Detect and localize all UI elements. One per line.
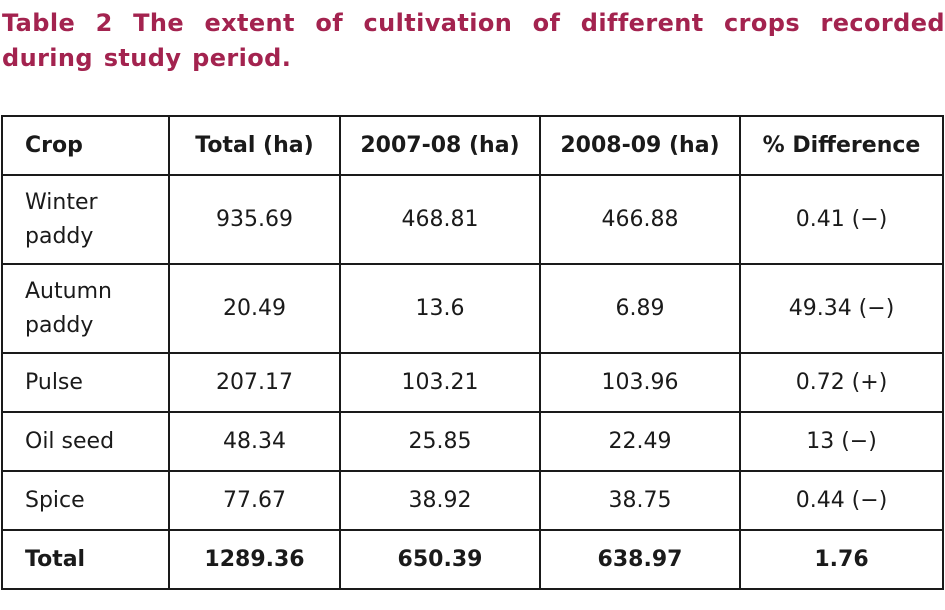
value-2007-08-cell: 13.6 [339, 263, 541, 354]
table-caption: Table 2 The extent of cultivation of dif… [2, 9, 945, 72]
column-header-crop: Crop [1, 115, 170, 176]
value-2008-09-cell: 638.97 [539, 529, 741, 590]
crop-name-cell: Oil seed [1, 411, 170, 472]
crop-cultivation-table: Crop Total (ha) 2007-08 (ha) 2008-09 (ha… [1, 115, 944, 590]
difference-cell: 1.76 [739, 529, 944, 590]
value-2007-08-cell: 25.85 [339, 411, 541, 472]
value-2008-09-cell: 22.49 [539, 411, 741, 472]
table-total-row: Total 1289.36 650.39 638.97 1.76 [1, 529, 944, 590]
column-header-2007-08: 2007-08 (ha) [339, 115, 541, 176]
difference-cell: 13 (−) [739, 411, 944, 472]
difference-cell: 0.44 (−) [739, 470, 944, 531]
table-row: Spice 77.67 38.92 38.75 0.44 (−) [1, 470, 944, 531]
difference-cell: 49.34 (−) [739, 263, 944, 354]
table-header-row: Crop Total (ha) 2007-08 (ha) 2008-09 (ha… [1, 115, 944, 176]
value-2008-09-cell: 6.89 [539, 263, 741, 354]
total-cell: 77.67 [168, 470, 341, 531]
value-2007-08-cell: 468.81 [339, 174, 541, 265]
crop-name-cell: Autumn paddy [1, 263, 170, 354]
table-row: Winter paddy 935.69 468.81 466.88 0.41 (… [1, 174, 944, 265]
total-cell: 935.69 [168, 174, 341, 265]
difference-cell: 0.72 (+) [739, 352, 944, 413]
value-2008-09-cell: 38.75 [539, 470, 741, 531]
table-row: Pulse 207.17 103.21 103.96 0.72 (+) [1, 352, 944, 413]
column-header-2008-09: 2008-09 (ha) [539, 115, 741, 176]
crop-name-cell: Spice [1, 470, 170, 531]
total-cell: 207.17 [168, 352, 341, 413]
crop-name-cell: Pulse [1, 352, 170, 413]
total-cell: 1289.36 [168, 529, 341, 590]
total-cell: 20.49 [168, 263, 341, 354]
crop-name-cell: Winter paddy [1, 174, 170, 265]
total-label-cell: Total [1, 529, 170, 590]
value-2007-08-cell: 650.39 [339, 529, 541, 590]
value-2008-09-cell: 466.88 [539, 174, 741, 265]
value-2007-08-cell: 38.92 [339, 470, 541, 531]
value-2008-09-cell: 103.96 [539, 352, 741, 413]
column-header-total: Total (ha) [168, 115, 341, 176]
table-row: Autumn paddy 20.49 13.6 6.89 49.34 (−) [1, 263, 944, 354]
column-header-difference: % Difference [739, 115, 944, 176]
value-2007-08-cell: 103.21 [339, 352, 541, 413]
table-row: Oil seed 48.34 25.85 22.49 13 (−) [1, 411, 944, 472]
total-cell: 48.34 [168, 411, 341, 472]
difference-cell: 0.41 (−) [739, 174, 944, 265]
